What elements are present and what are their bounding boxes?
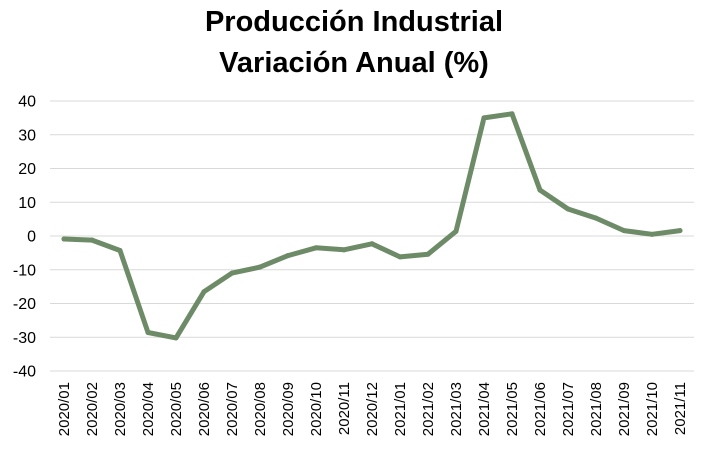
x-tick-label: 2021/09 xyxy=(616,382,633,436)
x-tick-label: 2020/02 xyxy=(84,382,101,436)
data-point xyxy=(453,228,459,234)
data-point xyxy=(509,111,515,117)
data-point xyxy=(425,251,431,257)
chart-title-line-2: Variación Anual (%) xyxy=(219,47,489,79)
y-tick-label: -10 xyxy=(13,262,36,279)
y-axis-tick-labels: 40 30 20 10 0 -10 -20 -30 -40 xyxy=(13,94,36,381)
x-tick-label: 2020/08 xyxy=(252,382,269,436)
data-point xyxy=(369,241,375,247)
x-axis-tick-labels: 2020/01 2020/02 2020/03 2020/04 2020/05 2020/… xyxy=(56,382,689,436)
data-point xyxy=(201,289,207,295)
y-tick-label: 40 xyxy=(18,94,36,111)
data-point xyxy=(173,335,179,341)
y-tick-label: 0 xyxy=(27,229,36,246)
data-point xyxy=(621,228,627,234)
data-point xyxy=(257,264,263,270)
x-tick-label: 2020/03 xyxy=(112,382,129,436)
data-point xyxy=(89,237,95,243)
data-point xyxy=(285,253,291,259)
data-point xyxy=(593,215,599,221)
chart-title: Producción Industrial Variación Anual (%… xyxy=(205,6,503,79)
data-point xyxy=(649,231,655,237)
x-tick-label: 2020/01 xyxy=(56,382,73,436)
x-tick-label: 2021/08 xyxy=(588,382,605,436)
x-tick-label: 2021/03 xyxy=(448,382,465,436)
x-tick-label: 2020/05 xyxy=(168,382,185,436)
data-point xyxy=(61,236,67,242)
x-tick-label: 2021/11 xyxy=(672,382,689,435)
x-tick-label: 2021/04 xyxy=(476,382,493,436)
data-point xyxy=(145,330,151,336)
x-tick-label: 2020/10 xyxy=(308,382,325,436)
x-tick-label: 2021/02 xyxy=(420,382,437,436)
chart-title-line-1: Producción Industrial xyxy=(205,6,503,38)
data-point xyxy=(537,187,543,193)
data-point xyxy=(481,115,487,121)
x-tick-label: 2020/12 xyxy=(364,382,381,436)
x-tick-label: 2021/07 xyxy=(560,382,577,436)
x-tick-label: 2020/04 xyxy=(140,382,157,436)
data-point xyxy=(341,247,347,253)
y-tick-label: -40 xyxy=(13,364,36,381)
data-point xyxy=(117,248,123,254)
series-group xyxy=(61,111,683,341)
data-point xyxy=(397,254,403,260)
y-tick-label: 30 xyxy=(18,127,36,144)
x-tick-label: 2021/10 xyxy=(644,382,661,436)
x-tick-label: 2021/06 xyxy=(532,382,549,436)
x-tick-label: 2020/11 xyxy=(336,382,353,435)
x-tick-label: 2021/05 xyxy=(504,382,521,436)
data-point xyxy=(313,245,319,251)
data-point xyxy=(677,228,683,234)
x-tick-label: 2021/01 xyxy=(392,382,409,436)
y-tick-label: -20 xyxy=(13,296,36,313)
x-tick-label: 2020/09 xyxy=(280,382,297,436)
y-tick-label: 20 xyxy=(18,161,36,178)
series-line xyxy=(61,111,683,341)
data-point xyxy=(565,206,571,212)
gridlines xyxy=(50,100,694,372)
y-tick-label: -30 xyxy=(13,330,36,347)
x-tick-label: 2020/06 xyxy=(196,382,213,436)
y-tick-label: 10 xyxy=(18,195,36,212)
x-tick-label: 2020/07 xyxy=(224,382,241,436)
data-point xyxy=(229,270,235,276)
